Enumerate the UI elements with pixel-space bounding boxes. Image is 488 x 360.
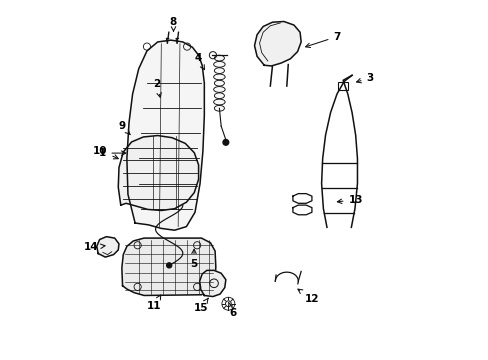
Ellipse shape <box>214 93 224 99</box>
Text: 9: 9 <box>118 121 130 135</box>
Text: 3: 3 <box>356 73 373 83</box>
Text: 11: 11 <box>146 295 161 311</box>
Polygon shape <box>254 22 301 66</box>
Text: 13: 13 <box>337 195 362 205</box>
Text: 2: 2 <box>153 79 161 97</box>
Ellipse shape <box>213 87 224 92</box>
Text: 4: 4 <box>194 53 204 69</box>
Text: 10: 10 <box>93 145 118 159</box>
Polygon shape <box>126 40 204 230</box>
Bar <box>338 82 348 90</box>
Text: 6: 6 <box>228 302 236 318</box>
Ellipse shape <box>213 99 224 105</box>
Text: 7: 7 <box>305 32 340 48</box>
Text: 5: 5 <box>189 249 197 269</box>
Ellipse shape <box>214 105 224 111</box>
Ellipse shape <box>214 55 224 61</box>
Text: 1: 1 <box>99 148 125 158</box>
Polygon shape <box>199 270 225 297</box>
Circle shape <box>225 301 231 307</box>
Ellipse shape <box>213 62 224 67</box>
Text: 8: 8 <box>169 17 177 31</box>
Circle shape <box>166 263 171 268</box>
Text: 14: 14 <box>83 242 105 252</box>
Polygon shape <box>122 238 215 296</box>
Ellipse shape <box>214 80 224 86</box>
Polygon shape <box>118 135 198 211</box>
Ellipse shape <box>214 68 224 73</box>
Polygon shape <box>97 237 119 257</box>
Text: 15: 15 <box>193 298 208 314</box>
Circle shape <box>223 139 228 145</box>
Text: 12: 12 <box>297 289 319 304</box>
Ellipse shape <box>213 74 224 80</box>
